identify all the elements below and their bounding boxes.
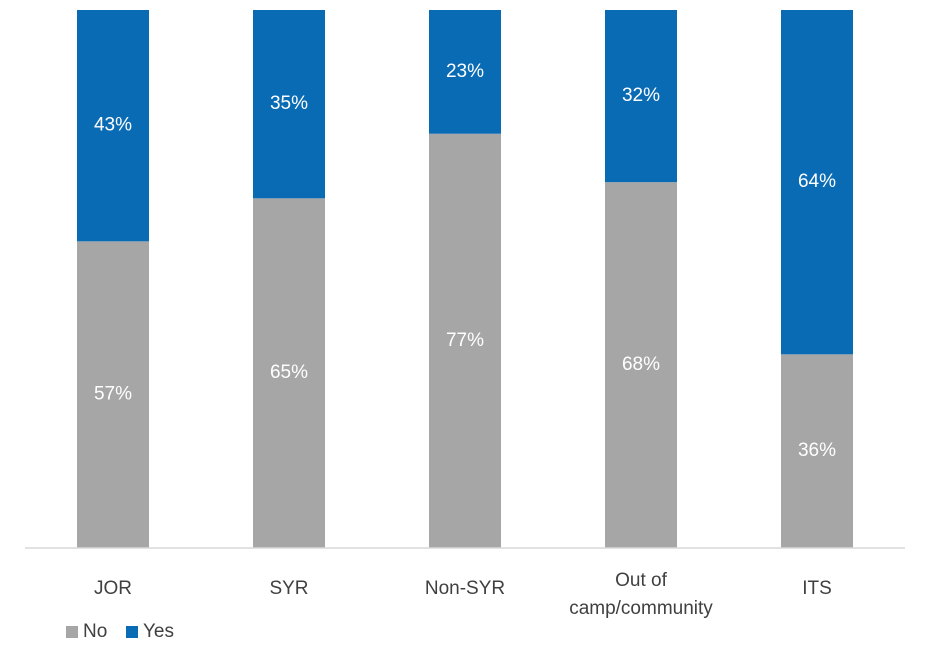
- category-labels: JOR SYR Non-SYR Out of camp/community ITS: [94, 570, 832, 619]
- data-label-yes-1: 35%: [270, 93, 308, 114]
- data-label-yes-3: 32%: [622, 85, 660, 106]
- x-tick-label-4: ITS: [802, 578, 832, 599]
- legend-swatch-yes: [126, 626, 138, 638]
- legend-swatch-no: [66, 626, 78, 638]
- x-tick-label-1: SYR: [269, 578, 308, 599]
- bar-yes-3: [605, 10, 677, 183]
- data-label-no-1: 65%: [270, 362, 308, 383]
- bar-yes-1: [253, 10, 325, 199]
- x-tick-label-0: JOR: [94, 578, 132, 599]
- bar-yes-2: [429, 10, 501, 134]
- bar-no-1: [253, 198, 325, 549]
- bar-no-4: [781, 354, 853, 548]
- x-tick-label-2: Non-SYR: [425, 578, 505, 599]
- x-tick-label-3: Out of camp/community: [569, 570, 713, 619]
- data-label-yes-0: 43%: [94, 115, 132, 136]
- legend-label-no: No: [83, 621, 107, 642]
- data-label-no-4: 36%: [798, 440, 836, 461]
- legend: No Yes: [66, 621, 174, 642]
- data-label-no-2: 77%: [446, 330, 484, 351]
- bars-group: 57% 43% 65% 35% 77% 23% 68% 32% 36% 64%: [77, 10, 853, 549]
- data-label-no-3: 68%: [622, 354, 660, 375]
- legend-label-yes: Yes: [143, 621, 174, 642]
- bar-yes-4: [781, 10, 853, 355]
- bar-yes-0: [77, 10, 149, 242]
- data-label-yes-2: 23%: [446, 61, 484, 82]
- bar-no-3: [605, 182, 677, 548]
- bar-no-2: [429, 133, 501, 549]
- data-label-yes-4: 64%: [798, 171, 836, 192]
- data-label-no-0: 57%: [94, 384, 132, 405]
- bar-no-0: [77, 241, 149, 548]
